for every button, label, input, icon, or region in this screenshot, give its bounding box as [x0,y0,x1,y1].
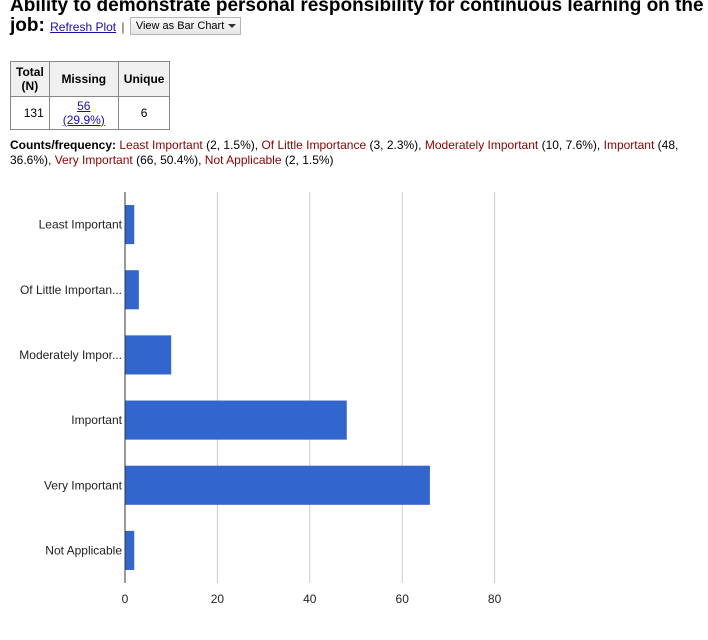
bar [125,400,347,440]
category-label: Of Little Importan... [20,283,122,297]
refresh-plot-link[interactable]: Refresh Plot [50,20,117,34]
chevron-down-icon [228,24,237,28]
chart-title: Ability to demonstrate personal responsi… [10,0,704,37]
chart-title-text: Ability to demonstrate personal responsi… [10,0,704,36]
header-total: Total (N) [10,61,50,97]
count-detail: (2, 1.5%) [281,153,334,167]
summary-table: Total (N) Missing Unique 131 56 (29.9%) … [10,61,171,130]
count-category: Least Important [119,138,203,152]
category-label: Not Applicable [45,543,122,557]
bar [125,530,135,570]
missing-cell: 56 (29.9%) [48,96,119,130]
category-label: Least Important [39,218,123,232]
count-detail: (2, 1.5%), [202,138,262,152]
bar-chart: 0 20 40 60 80 Least Important Of Little Import… [19,192,502,606]
bar [125,465,430,505]
count-detail: (10, 7.6%), [538,138,604,152]
header-unique: Unique [117,61,171,97]
counts-frequency: Counts/frequency: Least Important (2, 1.… [10,138,700,168]
title-separator: | [121,20,125,34]
count-category: Very Important [54,153,133,167]
bar [125,205,135,245]
x-tick-label: 80 [488,592,502,606]
view-as-dropdown[interactable]: View as Bar Chart [129,17,242,35]
count-category: Of Little Importance [261,138,367,152]
view-as-label: View as Bar Chart [135,20,225,32]
category-label: Moderately Impor... [19,348,122,362]
x-tick-label: 60 [396,592,410,606]
bar [125,335,172,375]
bar [125,270,139,310]
x-tick-label: 0 [122,592,129,606]
missing-link[interactable]: 56 (29.9%) [62,99,105,127]
count-category: Moderately Important [424,138,539,152]
count-detail: (66, 50.4%), [132,153,205,167]
total-value: 131 [10,96,50,130]
counts-label: Counts/frequency: [10,138,117,152]
count-category: Not Applicable [204,153,282,167]
category-label: Important [71,413,122,427]
header-missing: Missing [48,61,119,97]
count-detail: (48, 36.6%), [10,138,679,167]
count-category: Important [603,138,655,152]
x-tick-label: 20 [211,592,225,606]
category-label: Very Important [44,478,123,492]
count-detail: (3, 2.3%), [366,138,425,152]
x-tick-label: 40 [303,592,317,606]
unique-value: 6 [117,96,171,130]
